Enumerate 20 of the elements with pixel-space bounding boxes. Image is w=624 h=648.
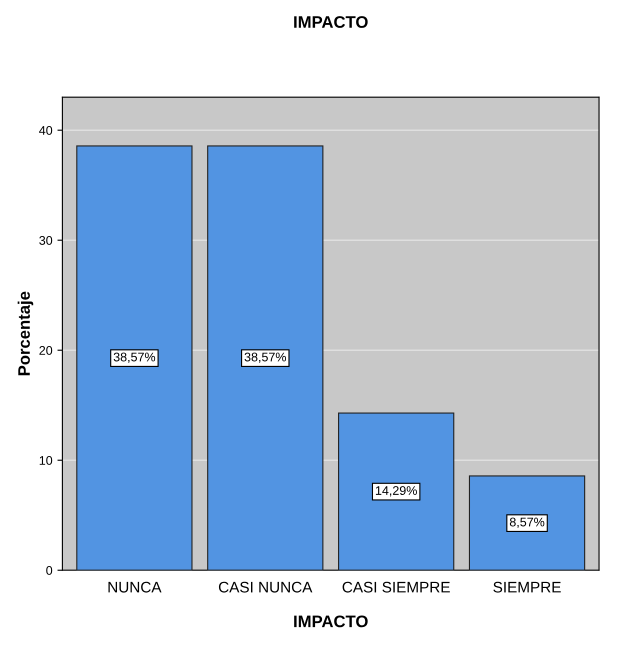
data-label: 8,57% <box>510 518 544 528</box>
data-label: 38,57% <box>114 352 156 363</box>
bar <box>207 145 324 570</box>
y-tick-label: 40 <box>39 126 52 135</box>
y-tick-label: 10 <box>40 456 52 465</box>
y-tick-label: 30 <box>39 236 52 245</box>
x-axis-title: IMPACTO <box>294 615 368 628</box>
x-tick-label: CASI NUNCA <box>218 582 312 593</box>
y-tick-label: 0 <box>46 566 52 575</box>
x-tick-label: CASI SIEMPRE <box>342 582 450 593</box>
data-label: 38,57% <box>244 352 286 363</box>
y-tick-label: 20 <box>39 346 52 355</box>
bar <box>338 412 454 570</box>
x-tick-label: SIEMPRE <box>493 582 561 593</box>
data-label: 14,29% <box>376 486 417 496</box>
chart-title: IMPACTO <box>294 16 368 28</box>
y-axis-title: Porcentaje <box>18 292 34 376</box>
bar <box>76 145 193 570</box>
bar <box>468 475 586 570</box>
x-tick-label: NUNCA <box>108 582 162 593</box>
